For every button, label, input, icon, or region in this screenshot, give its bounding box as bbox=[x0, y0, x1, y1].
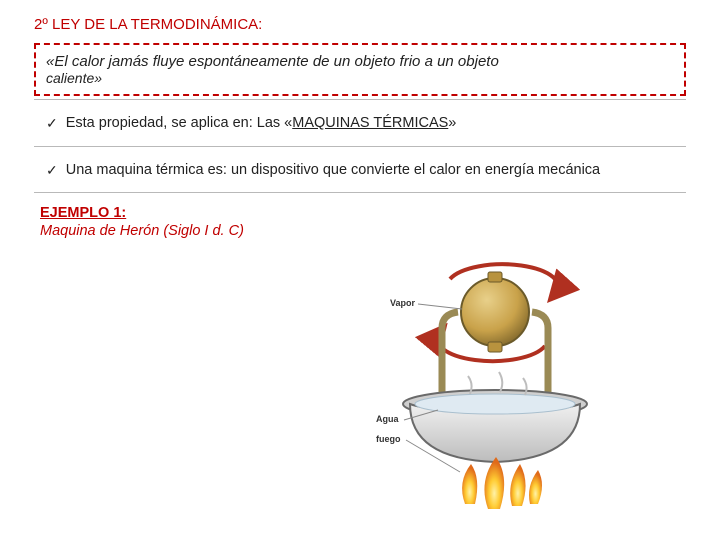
heron-engine-svg bbox=[370, 254, 600, 514]
quote-line-2: caliente» bbox=[46, 70, 674, 86]
bullet-item: ✓ Esta propiedad, se aplica en: Las «MAQ… bbox=[34, 100, 686, 146]
quote-box: «El calor jamás fluye espontáneamente de… bbox=[34, 43, 686, 96]
bullet1-underlined: MAQUINAS TÉRMICAS bbox=[292, 115, 448, 131]
check-icon: ✓ bbox=[46, 114, 58, 134]
label-vapor: Vapor bbox=[390, 298, 415, 308]
bullet1-suffix: » bbox=[448, 115, 456, 131]
bullet-text-1: Esta propiedad, se aplica en: Las «MAQUI… bbox=[66, 114, 686, 134]
example-block: EJEMPLO 1: Maquina de Herón (Siglo I d. … bbox=[34, 193, 686, 239]
example-title: EJEMPLO 1: bbox=[40, 205, 686, 221]
bullet-text-2: Una maquina térmica es: un dispositivo q… bbox=[66, 161, 686, 181]
bullet-item: ✓ Una maquina térmica es: un dispositivo… bbox=[34, 147, 686, 193]
label-agua: Agua bbox=[376, 414, 399, 424]
label-fuego: fuego bbox=[376, 434, 401, 444]
bullet1-prefix: Esta propiedad, se aplica en: Las « bbox=[66, 115, 293, 131]
heron-engine-illustration: Vapor Agua fuego bbox=[370, 254, 600, 514]
example-subtitle: Maquina de Herón (Siglo I d. C) bbox=[40, 223, 686, 239]
quote-line-1: «El calor jamás fluye espontáneamente de… bbox=[46, 53, 674, 70]
section-title: 2º LEY DE LA TERMODINÁMICA: bbox=[34, 16, 686, 33]
check-icon: ✓ bbox=[46, 161, 58, 181]
